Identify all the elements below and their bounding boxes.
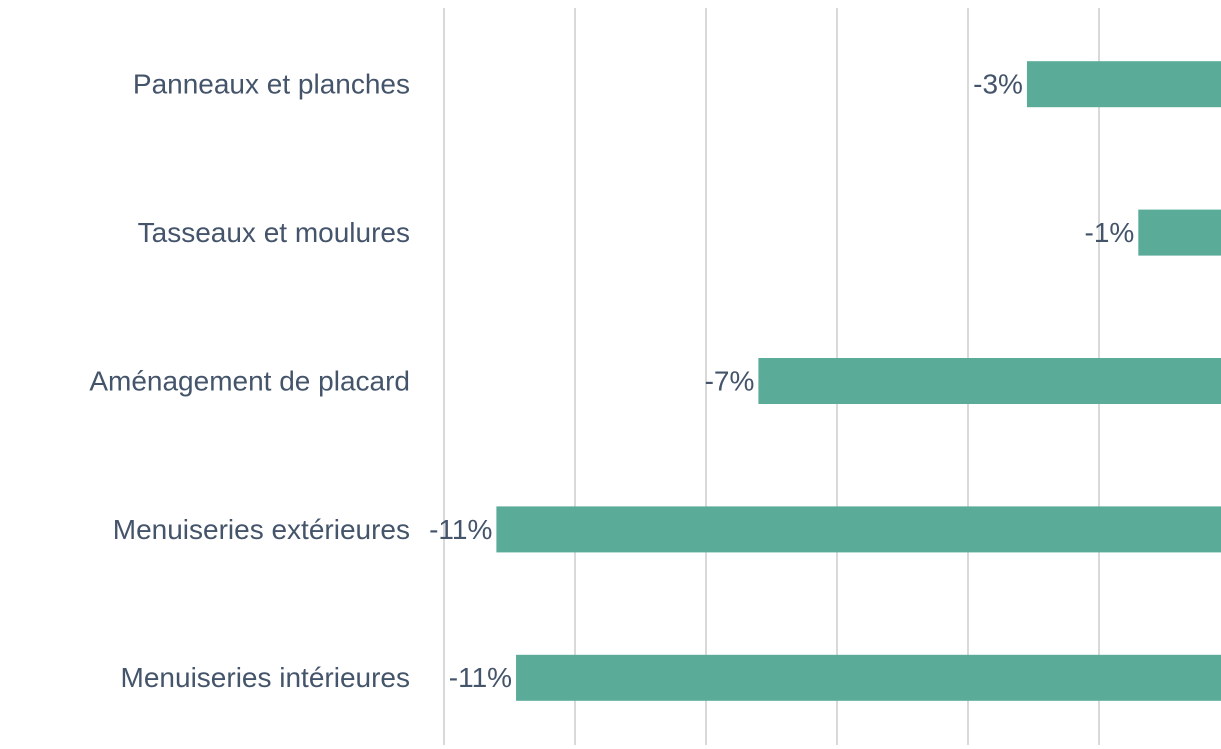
bar [758, 358, 1221, 404]
category-label: Menuiseries extérieures [113, 514, 410, 545]
data-label: -1% [1085, 217, 1135, 248]
category-label: Panneaux et planches [133, 69, 410, 100]
category-label: Aménagement de placard [89, 365, 410, 396]
bar [1026, 61, 1221, 108]
data-label: -3% [973, 69, 1023, 100]
data-label: -7% [705, 365, 755, 396]
category-label: Tasseaux et moulures [138, 217, 410, 248]
bar [516, 654, 1221, 701]
bar [1138, 209, 1221, 256]
category-label: Menuiseries intérieures [121, 662, 410, 693]
data-label: -11% [449, 662, 512, 693]
bar [496, 506, 1221, 553]
data-label: -11% [429, 514, 492, 545]
